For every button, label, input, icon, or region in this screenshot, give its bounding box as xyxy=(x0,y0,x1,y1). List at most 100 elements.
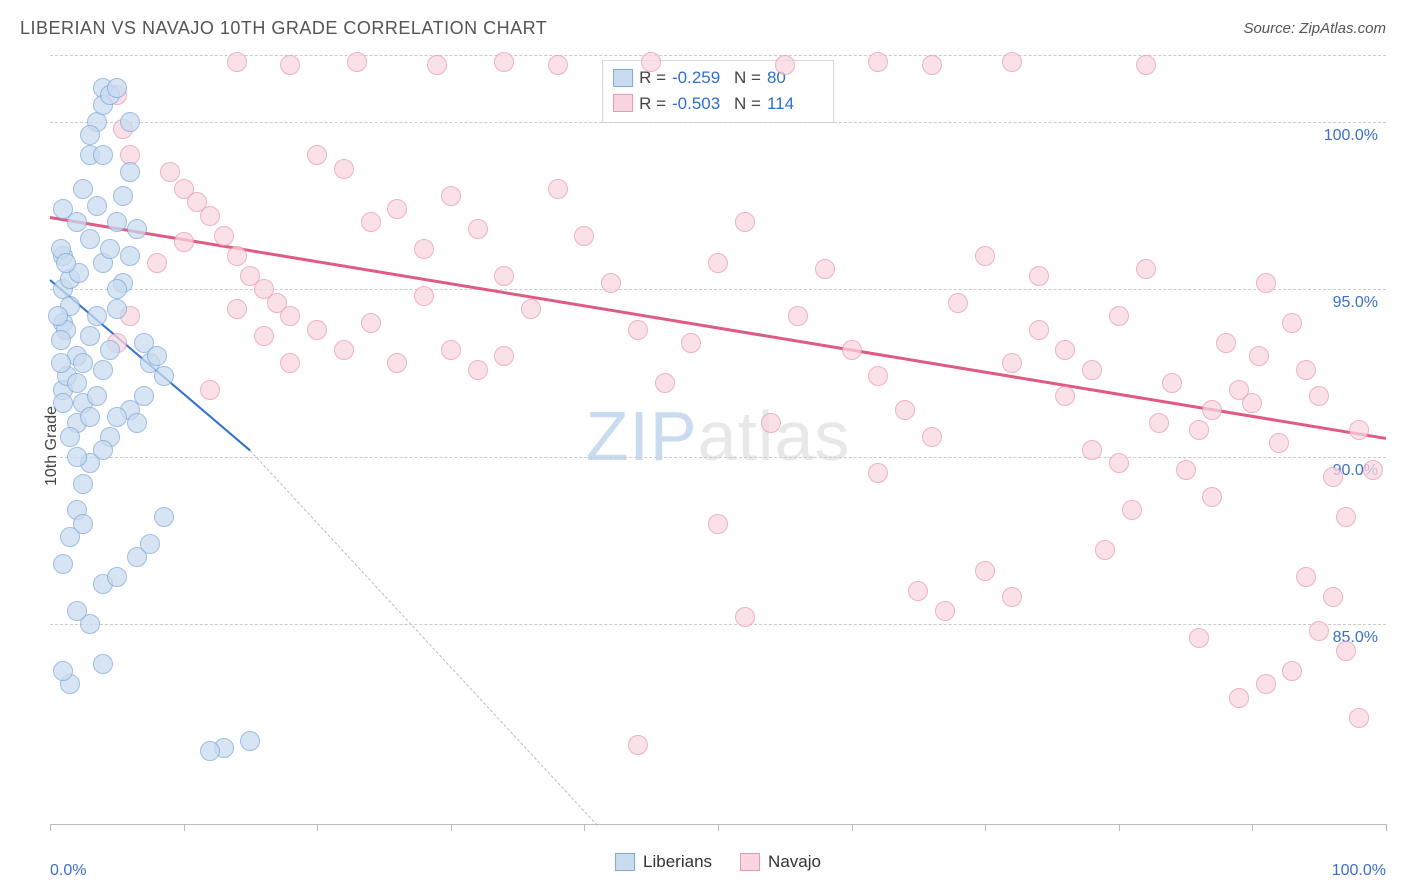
data-point-navajo xyxy=(361,212,381,232)
data-point-navajo xyxy=(1282,661,1302,681)
data-point-navajo xyxy=(975,561,995,581)
data-point-liberians xyxy=(80,229,100,249)
x-tick xyxy=(584,824,585,831)
data-point-navajo xyxy=(548,55,568,75)
x-tick xyxy=(1119,824,1120,831)
data-point-liberians xyxy=(107,279,127,299)
data-point-navajo xyxy=(548,179,568,199)
data-point-navajo xyxy=(935,601,955,621)
data-point-liberians xyxy=(53,661,73,681)
gridline xyxy=(50,122,1386,123)
chart-container: LIBERIAN VS NAVAJO 10TH GRADE CORRELATIO… xyxy=(0,0,1406,892)
legend-swatch-navajo xyxy=(613,94,633,112)
data-point-navajo xyxy=(975,246,995,266)
data-point-navajo xyxy=(641,52,661,72)
data-point-liberians xyxy=(147,346,167,366)
data-point-navajo xyxy=(948,293,968,313)
data-point-liberians xyxy=(120,112,140,132)
data-point-navajo xyxy=(254,326,274,346)
data-point-navajo xyxy=(387,199,407,219)
data-point-navajo xyxy=(1349,708,1369,728)
x-axis-min-label: 0.0% xyxy=(50,862,86,880)
data-point-navajo xyxy=(1002,52,1022,72)
legend-swatch-liberians xyxy=(613,69,633,87)
data-point-navajo xyxy=(468,219,488,239)
data-point-navajo xyxy=(227,299,247,319)
data-point-navajo xyxy=(347,52,367,72)
data-point-navajo xyxy=(1082,440,1102,460)
data-point-navajo xyxy=(1296,567,1316,587)
data-point-liberians xyxy=(107,212,127,232)
stat-n-label: N = xyxy=(734,91,761,117)
series-legend-label: Navajo xyxy=(768,852,821,872)
trend-line xyxy=(50,216,1386,440)
data-point-navajo xyxy=(681,333,701,353)
data-point-navajo xyxy=(1055,340,1075,360)
data-point-liberians xyxy=(140,534,160,554)
data-point-navajo xyxy=(842,340,862,360)
series-legend: Liberians Navajo xyxy=(615,852,821,872)
x-tick xyxy=(852,824,853,831)
data-point-liberians xyxy=(53,393,73,413)
data-point-liberians xyxy=(127,413,147,433)
data-point-liberians xyxy=(53,199,73,219)
data-point-navajo xyxy=(200,380,220,400)
legend-swatch-liberians xyxy=(615,853,635,871)
data-point-navajo xyxy=(1136,259,1156,279)
data-point-navajo xyxy=(160,162,180,182)
data-point-liberians xyxy=(56,253,76,273)
data-point-navajo xyxy=(868,366,888,386)
data-point-navajo xyxy=(601,273,621,293)
data-point-navajo xyxy=(521,299,541,319)
trend-line xyxy=(250,450,598,826)
x-tick xyxy=(1252,824,1253,831)
data-point-liberians xyxy=(53,554,73,574)
data-point-navajo xyxy=(815,259,835,279)
data-point-liberians xyxy=(93,360,113,380)
data-point-navajo xyxy=(1095,540,1115,560)
data-point-navajo xyxy=(1349,420,1369,440)
data-point-navajo xyxy=(868,52,888,72)
data-point-navajo xyxy=(1029,266,1049,286)
data-point-navajo xyxy=(174,232,194,252)
data-point-navajo xyxy=(414,286,434,306)
data-point-navajo xyxy=(441,186,461,206)
data-point-liberians xyxy=(107,78,127,98)
data-point-navajo xyxy=(280,55,300,75)
watermark: ZIPatlas xyxy=(586,396,851,476)
data-point-navajo xyxy=(1109,453,1129,473)
data-point-navajo xyxy=(427,55,447,75)
data-point-navajo xyxy=(307,320,327,340)
data-point-navajo xyxy=(868,463,888,483)
x-tick xyxy=(451,824,452,831)
data-point-navajo xyxy=(227,246,247,266)
data-point-navajo xyxy=(1336,507,1356,527)
stat-n-value-navajo: 114 xyxy=(767,91,823,117)
data-point-navajo xyxy=(1229,688,1249,708)
data-point-liberians xyxy=(73,474,93,494)
data-point-liberians xyxy=(73,353,93,373)
data-point-navajo xyxy=(628,735,648,755)
data-point-navajo xyxy=(1309,621,1329,641)
data-point-liberians xyxy=(80,407,100,427)
data-point-liberians xyxy=(87,196,107,216)
data-point-navajo xyxy=(628,320,648,340)
data-point-navajo xyxy=(1296,360,1316,380)
data-point-navajo xyxy=(1189,420,1209,440)
data-point-liberians xyxy=(60,527,80,547)
data-point-navajo xyxy=(761,413,781,433)
header-row: LIBERIAN VS NAVAJO 10TH GRADE CORRELATIO… xyxy=(20,18,1386,39)
data-point-navajo xyxy=(574,226,594,246)
data-point-navajo xyxy=(1363,460,1383,480)
data-point-navajo xyxy=(708,514,728,534)
data-point-navajo xyxy=(441,340,461,360)
data-point-navajo xyxy=(788,306,808,326)
data-point-liberians xyxy=(120,162,140,182)
data-point-liberians xyxy=(67,373,87,393)
data-point-navajo xyxy=(147,253,167,273)
data-point-liberians xyxy=(100,239,120,259)
data-point-navajo xyxy=(1122,500,1142,520)
data-point-liberians xyxy=(87,386,107,406)
series-legend-item: Navajo xyxy=(740,852,821,872)
series-legend-label: Liberians xyxy=(643,852,712,872)
